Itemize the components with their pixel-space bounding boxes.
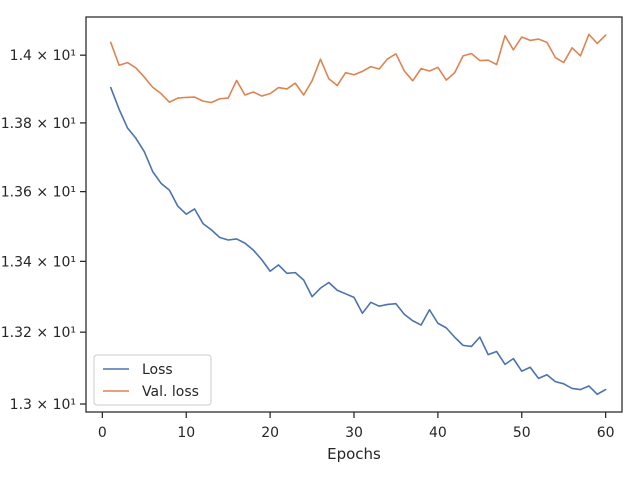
y-tick-label: 1.4 × 10¹ [10, 48, 76, 64]
x-axis-ticks: 0 10 20 30 40 50 60 [98, 412, 615, 441]
x-tick-label: 10 [177, 425, 195, 441]
y-axis-ticks: 1.3 × 10¹ 1.32 × 10¹ 1.34 × 10¹ 1.36 × 10¹ 1… [1, 48, 86, 413]
legend-box [93, 354, 212, 406]
x-tick-label: 50 [513, 425, 531, 441]
x-tick-label: 40 [429, 425, 447, 441]
legend-label: Loss [142, 362, 173, 378]
x-axis-label: Epochs [327, 445, 381, 463]
series-layer [109, 33, 607, 396]
y-tick-label: 1.3 × 10¹ [10, 397, 76, 413]
x-tick-label: 0 [98, 425, 107, 441]
legend: Loss Val. loss [93, 354, 212, 406]
x-tick-label: 60 [597, 425, 615, 441]
x-tick-label: 20 [261, 425, 279, 441]
series-line-loss [109, 86, 607, 396]
y-tick-label: 1.38 × 10¹ [1, 116, 76, 132]
y-tick-label: 1.36 × 10¹ [1, 185, 76, 201]
series-line-val-loss [109, 33, 607, 104]
y-tick-label: 1.34 × 10¹ [1, 254, 76, 270]
x-tick-label: 30 [345, 425, 363, 441]
y-tick-label: 1.32 × 10¹ [1, 325, 76, 341]
legend-label: Val. loss [142, 384, 199, 400]
